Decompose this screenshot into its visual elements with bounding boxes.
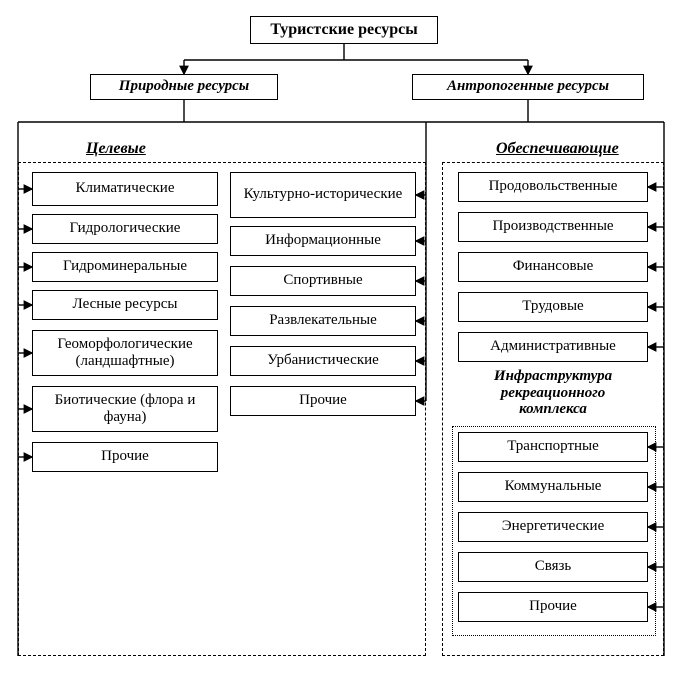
target-left-item-5-label: Биотические (флора и фауна): [39, 392, 211, 427]
target-left-item-1-label: Гидрологические: [70, 220, 181, 237]
infra-item-2: Энергетические: [458, 512, 648, 542]
supporting-item-2-label: Финансовые: [513, 258, 594, 275]
diagram-root: Туристские ресурсы Природные ресурсы Ант…: [12, 12, 678, 661]
natural-resources-box: Природные ресурсы: [90, 74, 278, 100]
infra-item-1: Коммунальные: [458, 472, 648, 502]
infra-item-2-label: Энергетические: [502, 518, 605, 535]
target-right-item-4-label: Урбанистические: [267, 352, 379, 369]
supporting-item-2: Финансовые: [458, 252, 648, 282]
target-right-item-0-label: Культурно-исторические: [244, 186, 403, 203]
target-left-item-4-label: Геоморфологические (ландшафтные): [39, 336, 211, 371]
target-left-item-2: Гидроминеральные: [32, 252, 218, 282]
target-left-item-3-label: Лесные ресурсы: [73, 296, 178, 313]
target-right-item-4: Урбанистические: [230, 346, 416, 376]
section-label-supporting: Обеспечивающие: [496, 140, 619, 158]
target-left-item-0-label: Климатические: [76, 180, 175, 197]
infra-item-3: Связь: [458, 552, 648, 582]
infrastructure-title: Инфраструктура рекреационного комплекса: [474, 368, 632, 418]
title-box: Туристские ресурсы: [250, 16, 438, 44]
title-text: Туристские ресурсы: [270, 21, 417, 39]
supporting-item-4: Административные: [458, 332, 648, 362]
supporting-item-1-label: Производственные: [492, 218, 613, 235]
supporting-item-3-label: Трудовые: [522, 298, 583, 315]
target-left-item-2-label: Гидроминеральные: [63, 258, 187, 275]
target-right-item-3: Развлекательные: [230, 306, 416, 336]
target-left-item-3: Лесные ресурсы: [32, 290, 218, 320]
target-right-item-5: Прочие: [230, 386, 416, 416]
target-right-item-2-label: Спортивные: [283, 272, 362, 289]
infra-item-3-label: Связь: [535, 558, 572, 575]
infra-item-1-label: Коммунальные: [505, 478, 602, 495]
target-right-item-0: Культурно-исторические: [230, 172, 416, 218]
target-left-item-1: Гидрологические: [32, 214, 218, 244]
supporting-item-0-label: Продовольственные: [489, 178, 618, 195]
target-left-item-0: Климатические: [32, 172, 218, 206]
supporting-item-3: Трудовые: [458, 292, 648, 322]
infra-item-4-label: Прочие: [529, 598, 577, 615]
infra-item-0: Транспортные: [458, 432, 648, 462]
target-right-item-3-label: Развлекательные: [269, 312, 377, 329]
infra-item-4: Прочие: [458, 592, 648, 622]
section-label-target: Целевые: [86, 140, 146, 158]
infra-item-0-label: Транспортные: [507, 438, 599, 455]
supporting-item-4-label: Административные: [490, 338, 616, 355]
target-left-item-6-label: Прочие: [101, 448, 149, 465]
target-left-item-6: Прочие: [32, 442, 218, 472]
target-right-item-1-label: Информационные: [265, 232, 381, 249]
target-right-item-1: Информационные: [230, 226, 416, 256]
supporting-item-0: Продовольственные: [458, 172, 648, 202]
anthropogenic-resources-box: Антропогенные ресурсы: [412, 74, 644, 100]
anthro-label: Антропогенные ресурсы: [447, 78, 609, 95]
target-left-item-4: Геоморфологические (ландшафтные): [32, 330, 218, 376]
supporting-item-1: Производственные: [458, 212, 648, 242]
target-left-item-5: Биотические (флора и фауна): [32, 386, 218, 432]
natural-label: Природные ресурсы: [119, 78, 249, 95]
target-right-item-5-label: Прочие: [299, 392, 347, 409]
target-right-item-2: Спортивные: [230, 266, 416, 296]
